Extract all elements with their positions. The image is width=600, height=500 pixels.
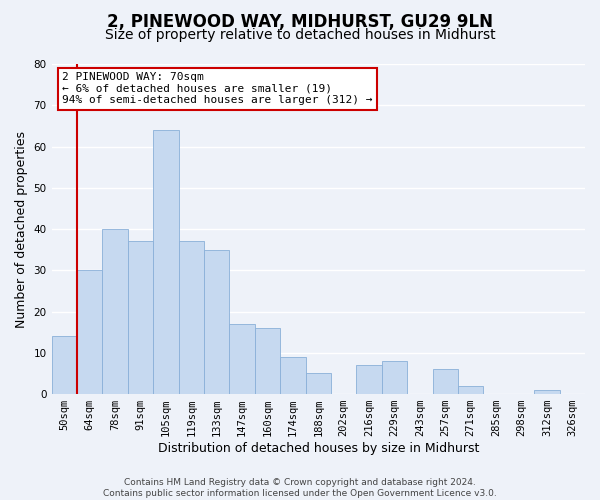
Text: 2, PINEWOOD WAY, MIDHURST, GU29 9LN: 2, PINEWOOD WAY, MIDHURST, GU29 9LN bbox=[107, 12, 493, 30]
Text: 2 PINEWOOD WAY: 70sqm
← 6% of detached houses are smaller (19)
94% of semi-detac: 2 PINEWOOD WAY: 70sqm ← 6% of detached h… bbox=[62, 72, 373, 106]
Bar bbox=[433, 370, 458, 394]
Y-axis label: Number of detached properties: Number of detached properties bbox=[15, 130, 28, 328]
Text: Size of property relative to detached houses in Midhurst: Size of property relative to detached ho… bbox=[104, 28, 496, 42]
Text: Contains HM Land Registry data © Crown copyright and database right 2024.
Contai: Contains HM Land Registry data © Crown c… bbox=[103, 478, 497, 498]
Bar bbox=[128, 242, 153, 394]
Bar bbox=[229, 324, 255, 394]
Bar bbox=[153, 130, 179, 394]
Bar bbox=[179, 242, 204, 394]
Bar bbox=[77, 270, 103, 394]
Bar bbox=[534, 390, 560, 394]
Bar bbox=[280, 357, 305, 394]
Bar bbox=[458, 386, 484, 394]
Bar bbox=[356, 365, 382, 394]
Bar bbox=[103, 229, 128, 394]
Bar bbox=[255, 328, 280, 394]
Bar bbox=[382, 361, 407, 394]
X-axis label: Distribution of detached houses by size in Midhurst: Distribution of detached houses by size … bbox=[158, 442, 479, 455]
Bar bbox=[52, 336, 77, 394]
Bar bbox=[305, 374, 331, 394]
Bar bbox=[204, 250, 229, 394]
